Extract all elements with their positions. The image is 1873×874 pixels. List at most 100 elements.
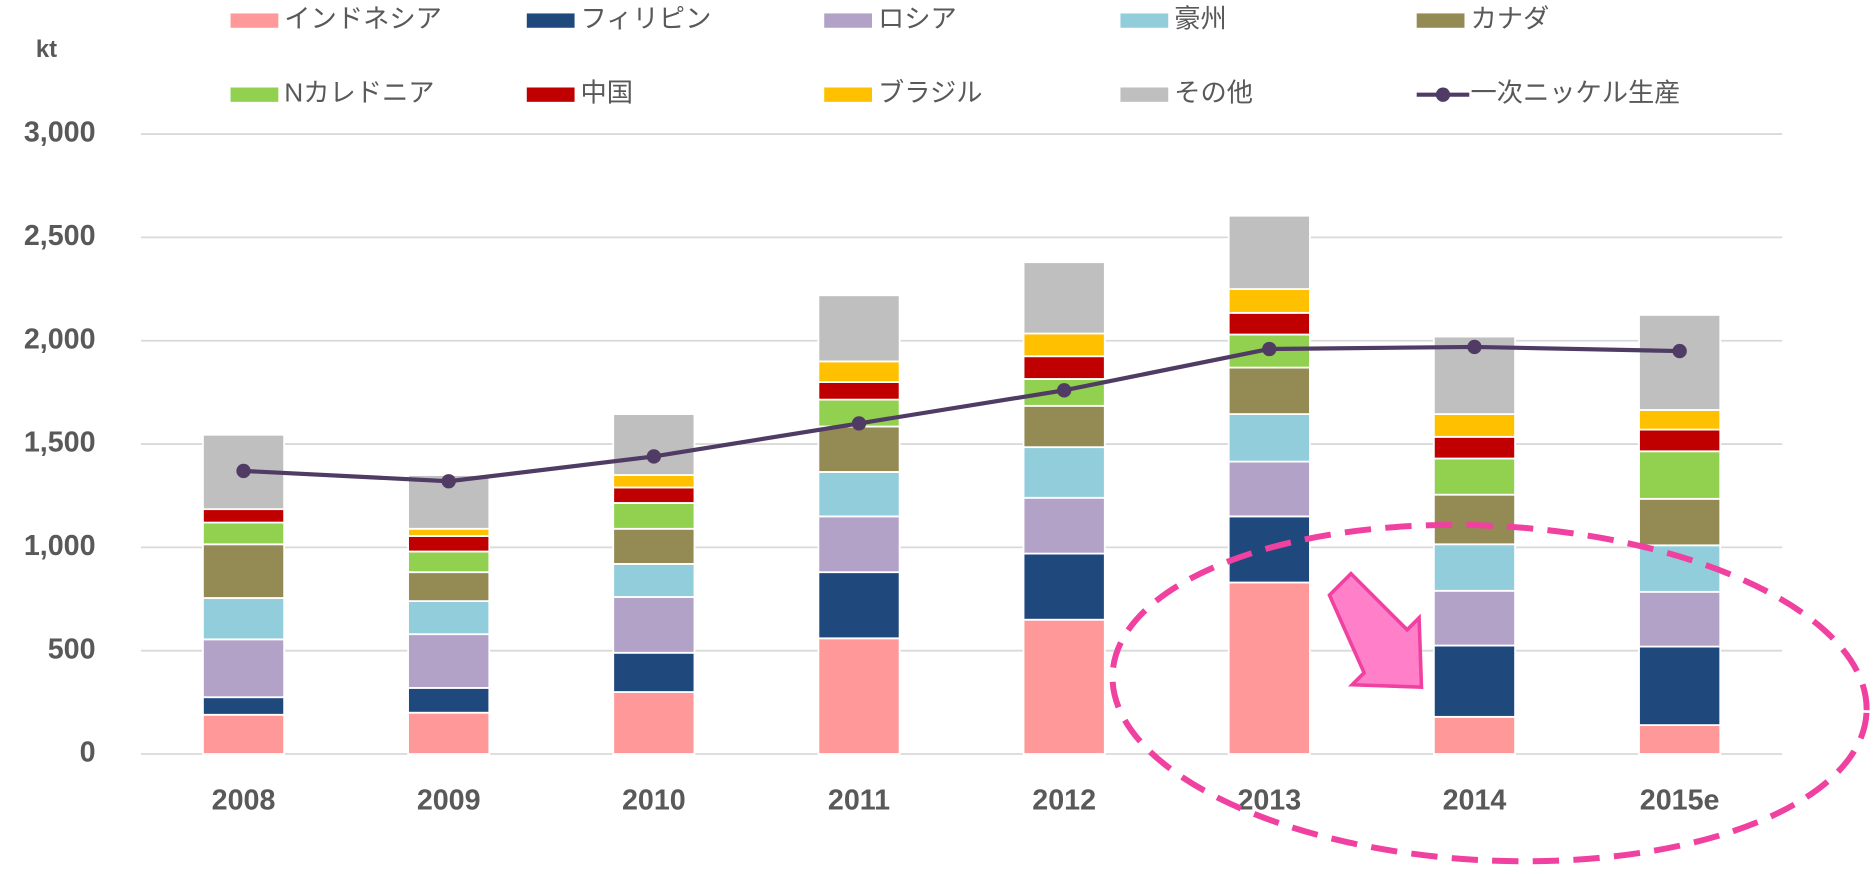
y-tick-label: 0	[80, 737, 96, 769]
bar-segment	[1638, 645, 1722, 726]
bar-segment	[817, 360, 901, 383]
bar-segment	[407, 550, 491, 574]
bar-segment	[1638, 724, 1722, 755]
bar-segment	[407, 711, 491, 755]
y-tick-label: 2,500	[24, 220, 96, 252]
arrow	[1327, 571, 1424, 689]
legend-label: Nカレドニア	[284, 78, 434, 108]
bar-segment	[1432, 543, 1516, 592]
bar-segment	[817, 381, 901, 401]
legend-label: ブラジル	[878, 78, 983, 108]
bar-segment	[1022, 552, 1106, 621]
legend-marker	[230, 87, 279, 102]
bar-segment	[817, 425, 901, 473]
x-tick-label: 2008	[212, 784, 276, 816]
line-point	[1262, 341, 1277, 357]
line-point	[1467, 339, 1482, 355]
x-tick-label: 2012	[1032, 784, 1096, 816]
bar-segment	[612, 596, 696, 654]
highlight-ellipse	[1109, 521, 1870, 865]
bar-segment	[1227, 214, 1311, 290]
bar-segment	[1227, 366, 1311, 415]
bar-segment	[612, 563, 696, 598]
bar-segment	[612, 651, 696, 693]
bar-segment	[1638, 497, 1722, 547]
legend-label: ロシア	[878, 4, 957, 34]
bar-segment	[202, 597, 286, 641]
legend-marker	[526, 87, 575, 102]
bar-segment	[1227, 413, 1311, 463]
line-point	[646, 449, 662, 464]
line-point	[441, 474, 456, 489]
line-point	[236, 463, 251, 479]
legend-marker	[526, 13, 575, 28]
bar-segment	[407, 527, 491, 537]
bar-segment	[1022, 332, 1106, 358]
legend-label: インドネシア	[284, 4, 442, 34]
y-axis-label: kt	[36, 36, 57, 63]
legend-label: カナダ	[1470, 4, 1549, 34]
legend-marker	[1120, 13, 1169, 28]
bar-segment	[202, 713, 286, 755]
bar-segment	[1022, 496, 1106, 555]
x-tick-label: 2015e	[1640, 784, 1720, 816]
bar-segment	[1022, 446, 1106, 499]
bar-segment	[612, 474, 696, 489]
bar-segment	[202, 696, 286, 716]
legend-marker	[1120, 87, 1169, 102]
legend-label: その他	[1174, 78, 1253, 108]
bar-segment	[1432, 644, 1516, 718]
bar-segment	[817, 471, 901, 518]
bar-segment	[1022, 261, 1106, 335]
bar-segment	[1227, 581, 1311, 755]
legend-label: フィリピン	[581, 4, 712, 34]
bar-segment	[1432, 457, 1516, 496]
y-tick-label: 1,000	[24, 530, 96, 562]
legend-marker	[1416, 13, 1465, 28]
y-tick-label: 500	[48, 633, 96, 665]
bar-segment	[1638, 450, 1722, 500]
line-point	[851, 416, 867, 431]
y-tick-label: 2,000	[24, 323, 96, 355]
bar-segment	[407, 535, 491, 553]
bar-segment	[202, 638, 286, 699]
line-point	[1056, 383, 1072, 398]
legend-marker	[1435, 87, 1451, 102]
bar-segment	[612, 413, 696, 476]
x-tick-label: 2009	[417, 784, 481, 816]
bar-segment	[1432, 589, 1516, 647]
bar-segment	[407, 571, 491, 603]
bar-segment	[1022, 618, 1106, 755]
bar-segment	[612, 502, 696, 530]
bar-segment	[1432, 413, 1516, 438]
bar-segment	[202, 508, 286, 524]
bar-segment	[407, 600, 491, 636]
bar-segment	[817, 571, 901, 640]
bar-segment	[1432, 435, 1516, 460]
bar-segment	[1227, 288, 1311, 314]
bar-segment	[612, 486, 696, 504]
bar-segment	[1638, 590, 1722, 648]
bar-segment	[1227, 311, 1311, 336]
x-tick-label: 2013	[1237, 784, 1301, 816]
bar-segment	[817, 294, 901, 363]
legend-label: 豪州	[1174, 4, 1227, 34]
bar-segment	[1022, 404, 1106, 449]
legend-marker	[824, 13, 872, 28]
bar-segment	[1638, 314, 1722, 411]
y-tick-label: 1,500	[24, 427, 96, 459]
bar-segment	[1227, 460, 1311, 518]
bar-segment	[1432, 493, 1516, 546]
bar-segment	[612, 527, 696, 565]
x-tick-label: 2014	[1443, 784, 1507, 816]
legend-label: 中国	[581, 78, 634, 108]
x-tick-label: 2010	[622, 784, 686, 816]
bar-segment	[407, 687, 491, 714]
bar-segment	[202, 543, 286, 599]
y-tick-label: 3,000	[24, 117, 96, 149]
bar-segment	[202, 521, 286, 546]
bar-segment	[817, 515, 901, 574]
legend-label: 一次ニッケル生産	[1470, 78, 1680, 108]
line	[243, 344, 1680, 484]
